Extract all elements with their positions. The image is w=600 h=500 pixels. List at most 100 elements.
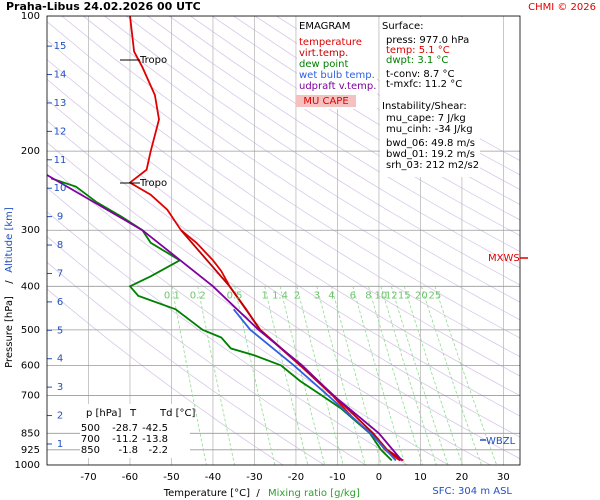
y-tick-label: 700 — [21, 390, 40, 401]
legend-entry: temperature — [299, 37, 362, 48]
mixing-ratio-line — [279, 286, 326, 465]
x-tick-label: -10 — [329, 472, 345, 483]
mixing-ratio-line — [421, 286, 482, 465]
y-axis-title: Pressure [hPa] — [4, 296, 15, 368]
mixing-ratio-line — [316, 286, 366, 465]
dry-adiabat — [147, 16, 520, 253]
dry-adiabat — [47, 78, 520, 397]
y2-tick-label: 3 — [57, 382, 63, 393]
y2-tick-label: 10 — [54, 183, 67, 194]
x-axis-title: Temperature [°C] — [163, 488, 250, 499]
mixing-ratio-label: 12 — [385, 290, 398, 301]
y2-tick-label: 1 — [57, 439, 63, 450]
mixing-ratio-label: 6 — [350, 290, 356, 301]
mixing-ratio-line — [331, 286, 382, 465]
mixing-ratio-line — [368, 286, 423, 465]
dry-adiabat — [47, 99, 520, 417]
info-line: Instability/Shear: — [382, 101, 467, 112]
x-tick-label: -70 — [80, 472, 96, 483]
info-line: press: 977.0 hPa — [386, 35, 469, 46]
info-line: dwpt: 3.1 °C — [386, 55, 448, 66]
info-line: t-conv: 8.7 °C — [386, 69, 454, 80]
mixing-ratio-line — [390, 286, 449, 465]
mixing-ratio-line — [234, 286, 276, 465]
mixing-ratio-label: 0.5 — [227, 290, 243, 301]
y2-axis-title: Altitude [km] — [4, 207, 15, 273]
credit: CHMI © 2026 — [528, 2, 596, 13]
x-tick-label: 0 — [376, 472, 382, 483]
table-header: Td [°C] — [159, 408, 196, 419]
y2-tick-label: 13 — [54, 98, 67, 109]
table-cell: -2.2 — [148, 445, 168, 456]
mixing-ratio-line — [171, 286, 207, 465]
tropo-label: Tropo — [139, 178, 167, 189]
legend-entry: virt.temp. — [299, 48, 348, 59]
dry-adiabat — [82, 16, 520, 303]
y2-tick-label: 8 — [57, 240, 63, 251]
dry-adiabat — [61, 16, 520, 321]
table-cell: -1.8 — [118, 445, 138, 456]
y2-tick-label: 12 — [54, 126, 67, 137]
table-cell: 500 — [81, 423, 100, 434]
dry-adiabat — [47, 21, 520, 339]
mixing-ratio-label: 0.2 — [190, 290, 206, 301]
wbzl-label: WBZL — [486, 436, 516, 447]
mixing-ratio-line — [296, 286, 344, 465]
y-tick-label: 500 — [21, 325, 40, 336]
dry-adiabat — [125, 16, 520, 269]
table-cell: -28.7 — [112, 423, 138, 434]
series-line — [128, 16, 401, 462]
legend-badge: MU CAPE — [303, 96, 348, 107]
dry-adiabat — [47, 59, 520, 377]
y2-tick-label: 7 — [57, 268, 63, 279]
table-header: p [hPa] — [86, 408, 121, 419]
info-line: t-mxfc: 11.2 °C — [386, 79, 462, 90]
legend-box — [297, 17, 377, 109]
x-tick-label: 30 — [497, 472, 510, 483]
y-tick-label: 850 — [21, 428, 40, 439]
table-cell: -11.2 — [112, 434, 138, 445]
info-line: Surface: — [382, 21, 423, 32]
info-line: temp: 5.1 °C — [386, 45, 450, 56]
y2-tick-label: 15 — [54, 41, 67, 52]
x-tick-label: -30 — [246, 472, 262, 483]
legend-entry: udpraft v.temp. — [299, 81, 376, 92]
x-tick-label: 20 — [456, 472, 469, 483]
dry-adiabat — [104, 16, 520, 286]
y2-tick-label: 14 — [54, 70, 67, 81]
dry-adiabat — [211, 16, 520, 206]
mixing-ratio-line — [264, 286, 309, 465]
y-tick-label: 400 — [21, 281, 40, 292]
mixing-ratio-line — [434, 286, 498, 465]
info-line: mu_cape: 7 J/kg — [386, 113, 466, 124]
y-tick-label: 100 — [21, 11, 40, 22]
legend-entry: dew point — [299, 59, 348, 70]
table-cell: 850 — [81, 445, 100, 456]
mixing-ratio-label: 4 — [328, 290, 334, 301]
dry-adiabat — [190, 16, 520, 221]
table-box — [80, 404, 190, 458]
y2-tick-label: 4 — [57, 354, 63, 365]
dry-adiabat — [168, 16, 520, 236]
y-tick-label: 1000 — [15, 460, 40, 471]
x-axis-sep: / — [256, 488, 260, 499]
mixing-ratio-line — [380, 286, 437, 465]
info-box — [380, 17, 480, 177]
mixing-ratio-line — [197, 286, 235, 465]
mixing-ratio-label: 8 — [365, 290, 371, 301]
info-line: srh_03: 212 m2/s2 — [386, 160, 479, 171]
table-header: T — [129, 408, 137, 419]
y2-tick-label: 2 — [57, 411, 63, 422]
legend-title: EMAGRAM — [299, 21, 350, 32]
chart-title: Praha-Libus 24.02.2026 00 UTC — [6, 0, 201, 13]
sfc-label: SFC: 304 m ASL — [432, 486, 512, 497]
y2-tick-label: 6 — [57, 297, 63, 308]
plot-area — [47, 16, 520, 465]
y2-tick-label: 9 — [57, 212, 63, 223]
mixing-ratio-label: 3 — [314, 290, 320, 301]
mixing-ratio-label: 0.1 — [164, 290, 180, 301]
mixing-ratio-label: 2 — [294, 290, 300, 301]
y-axis-sep: / — [4, 280, 15, 284]
y-tick-label: 200 — [21, 146, 40, 157]
y2-tick-label: 5 — [57, 325, 63, 336]
